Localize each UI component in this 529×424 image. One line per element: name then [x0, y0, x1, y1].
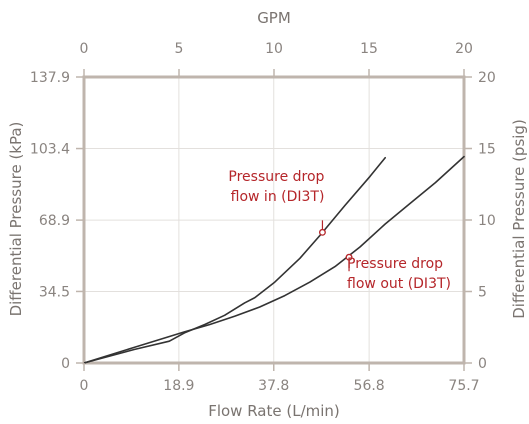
series-1-label-line: Pressure drop [228, 169, 324, 185]
y-left-tick-label: 103.4 [30, 142, 70, 158]
series-1-marker [318, 228, 326, 236]
series-layer [83, 155, 465, 364]
y-left-tick-label: 34.5 [39, 284, 70, 300]
series-1-label-line: flow in (DI3T) [231, 189, 325, 205]
x-top-tick-label: 15 [360, 41, 378, 57]
series-2-label-line: Pressure drop [347, 256, 443, 272]
y-right-tick-label: 15 [478, 142, 496, 158]
annot-layer: Pressure drop flow in (DI3T) Pressure drop… [228, 169, 451, 292]
x-axis-bottom-title: Flow Rate (L/min) [208, 402, 340, 420]
y-left-tick-label: 68.9 [39, 213, 70, 229]
grid-layer [83, 76, 465, 364]
x-bottom-tick-label: 37.8 [258, 378, 289, 394]
y-right-tick-label: 0 [478, 356, 487, 372]
series-line-1 [83, 156, 387, 364]
y-right-tick-label: 20 [478, 70, 496, 86]
y-right-tick-label: 10 [478, 213, 496, 229]
x-axis-top-title: GPM [257, 9, 291, 27]
y-left-tick-label: 0 [61, 356, 70, 372]
x-bottom-tick-label: 18.9 [163, 378, 194, 394]
tick-layer: 0 18.9 37.8 56.8 75.7 0 5 10 15 20 0 34.5 68.9 103.4 1… [30, 41, 496, 394]
y-axis-left-title: Differential Pressure (kPa) [7, 122, 25, 317]
y-right-tick-label: 5 [478, 285, 487, 301]
x-top-tick-label: 0 [80, 41, 89, 57]
x-bottom-tick-label: 75.7 [448, 378, 479, 394]
series-2-label-line: flow out (DI3T) [347, 276, 451, 292]
y-left-tick-label: 137.9 [30, 70, 70, 86]
x-bottom-tick-label: 56.8 [354, 378, 385, 394]
x-top-tick-label: 10 [265, 41, 283, 57]
series-2-marker [345, 253, 353, 261]
x-bottom-tick-label: 0 [80, 378, 89, 394]
x-top-tick-label: 5 [175, 41, 184, 57]
series-line-2 [83, 155, 465, 364]
x-top-tick-label: 20 [455, 41, 473, 57]
y-axis-right-title: Differential Pressure (psig) [510, 119, 528, 319]
